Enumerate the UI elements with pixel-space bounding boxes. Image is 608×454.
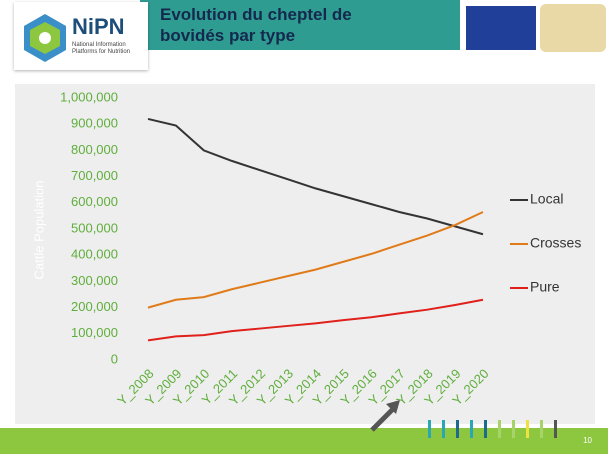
slide-title: Evolution du cheptel de bovidés par type — [160, 5, 352, 45]
footer-band — [0, 428, 608, 454]
series-line — [147, 211, 484, 309]
y-tick-label: 600,000 — [71, 194, 118, 209]
y-axis-label: Cattle Population — [31, 180, 46, 279]
y-tick-label: 900,000 — [71, 116, 118, 131]
series-line — [147, 298, 484, 342]
decor — [370, 400, 557, 438]
header-band — [140, 0, 460, 50]
chart-area — [15, 84, 595, 424]
legend-label: Pure — [530, 279, 560, 295]
eu-flag — [466, 6, 536, 50]
logo-text: NiPN — [72, 14, 125, 39]
logo-icon — [24, 14, 66, 62]
logo: NiPN National Information Platforms for … — [14, 2, 148, 70]
y-tick-label: 1,000,000 — [60, 89, 118, 104]
y-tick-label: 300,000 — [71, 273, 118, 288]
legend-label: Crosses — [530, 235, 581, 251]
y-tick-label: 700,000 — [71, 168, 118, 183]
y-tick-label: 800,000 — [71, 142, 118, 157]
series-line — [147, 117, 484, 236]
y-tick-label: 0 — [111, 351, 118, 366]
y-tick-label: 100,000 — [71, 325, 118, 340]
y-tick-label: 400,000 — [71, 247, 118, 262]
legend-label: Local — [530, 191, 563, 207]
page-number: 10 — [583, 436, 592, 445]
logo-subtitle: National Information Platforms for Nutri… — [72, 42, 131, 55]
y-tick-label: 200,000 — [71, 299, 118, 314]
y-tick-label: 500,000 — [71, 220, 118, 235]
emblem — [540, 4, 606, 52]
